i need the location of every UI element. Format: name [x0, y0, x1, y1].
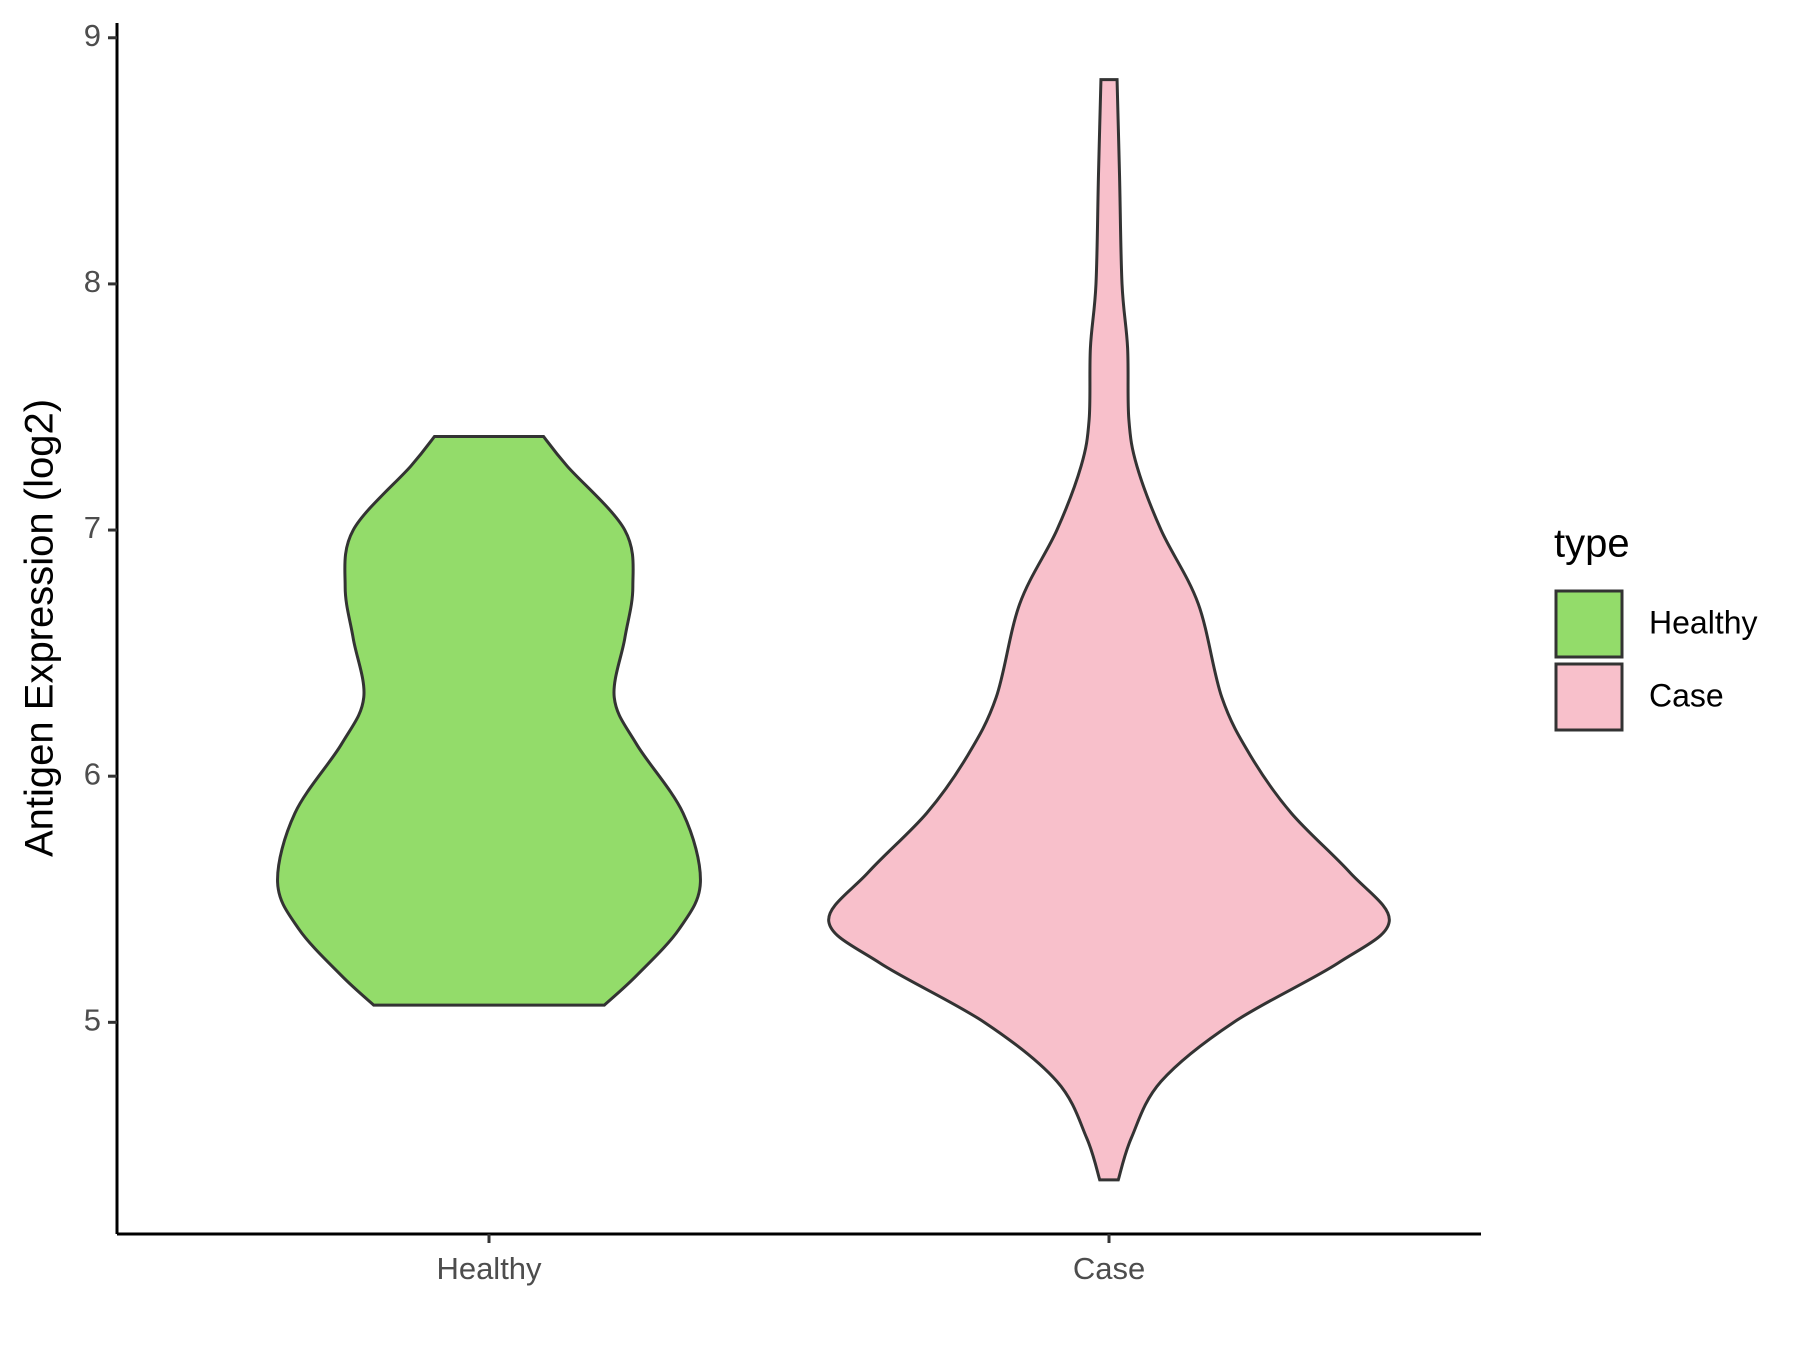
y-tick-label: 7	[84, 510, 101, 545]
y-tick-label: 5	[84, 1003, 101, 1038]
violin	[827, 78, 1391, 1182]
y-axis-title: Antigen Expression (log2)	[18, 399, 62, 857]
violin	[276, 435, 702, 1007]
y-tick-label: 9	[84, 18, 101, 53]
legend-title: type	[1554, 522, 1630, 566]
legend-label: Healthy	[1649, 604, 1758, 640]
x-tick-label: Case	[1073, 1251, 1145, 1286]
legend-label: Case	[1649, 677, 1724, 713]
y-tick-label: 8	[84, 264, 101, 299]
y-tick-label: 6	[84, 756, 101, 791]
legend-key	[1554, 662, 1624, 732]
legend-key	[1554, 589, 1624, 659]
x-tick-label: Healthy	[436, 1251, 542, 1286]
